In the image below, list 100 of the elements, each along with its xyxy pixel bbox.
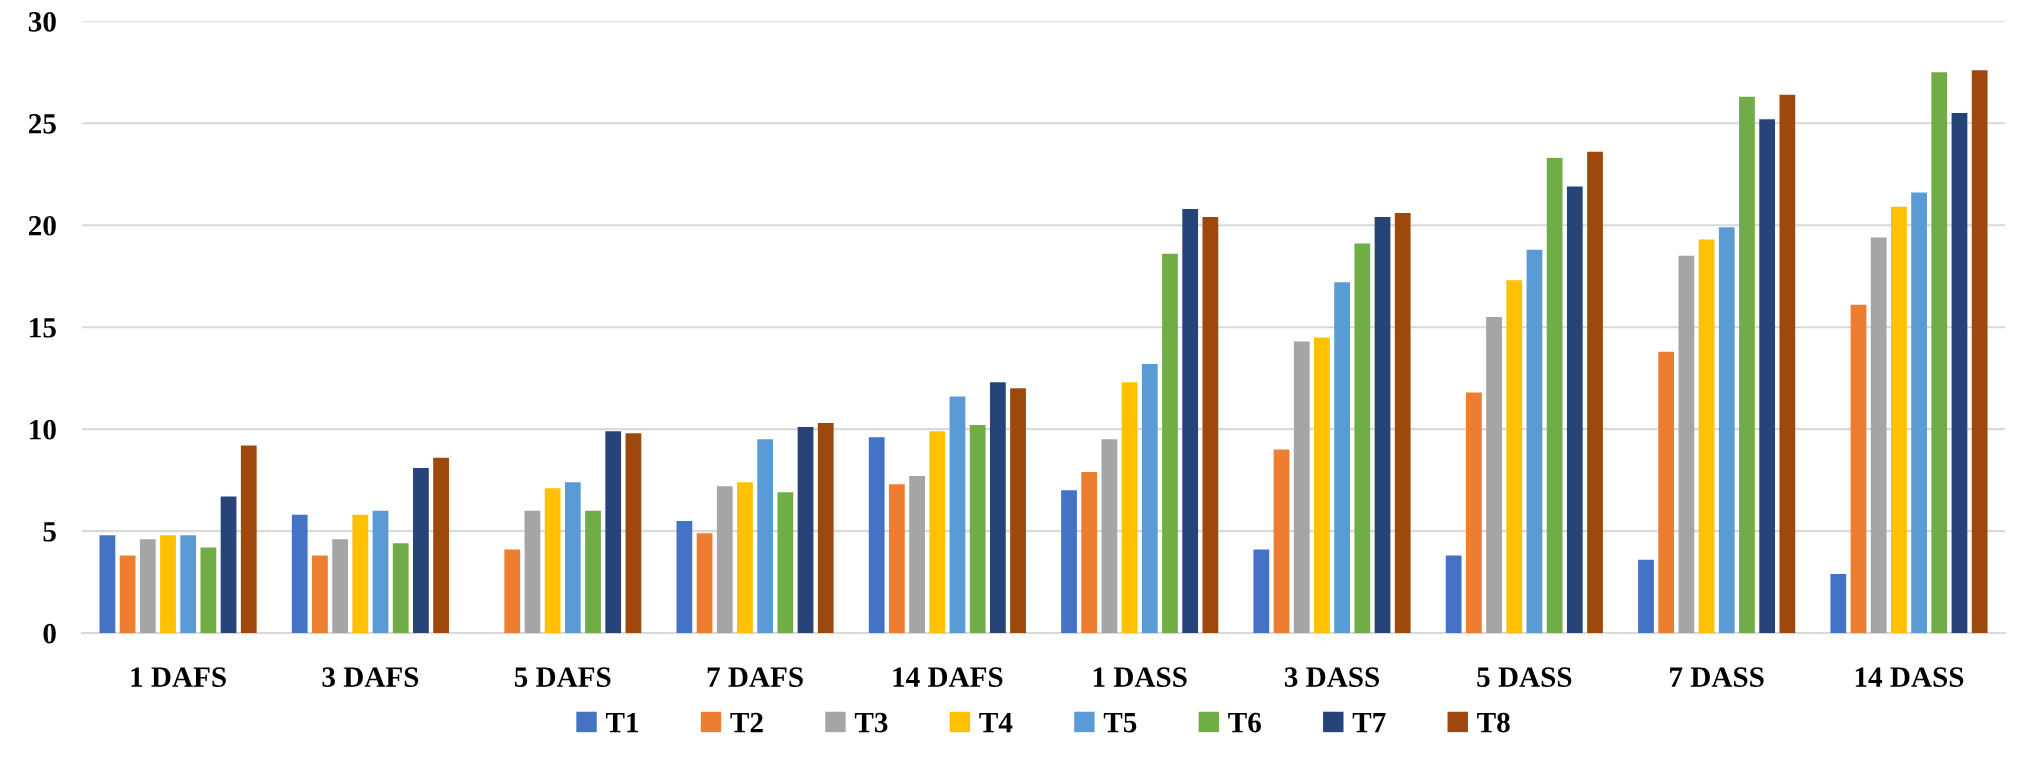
bar <box>1314 337 1330 634</box>
legend-label: T7 <box>1352 713 1386 733</box>
bar <box>372 510 389 634</box>
bar <box>1951 113 1968 634</box>
bar <box>1638 559 1654 634</box>
y-tick-label: 5 <box>43 522 56 542</box>
bar <box>868 437 885 634</box>
bar <box>969 425 986 634</box>
bar <box>1931 72 1948 634</box>
bar <box>139 539 156 634</box>
bar <box>737 482 753 634</box>
bar <box>696 533 713 634</box>
bar <box>1293 341 1310 634</box>
bar <box>909 476 925 634</box>
bar <box>757 439 774 634</box>
bar <box>929 431 946 634</box>
bar <box>1445 555 1462 634</box>
x-tick-label: 5 DAFS <box>514 667 611 687</box>
x-tick-label: 1 DASS <box>1093 667 1187 687</box>
bar <box>180 535 197 634</box>
bar <box>1202 217 1219 634</box>
y-tick-label: 0 <box>43 623 56 644</box>
bar <box>1566 186 1583 634</box>
bar <box>200 547 217 634</box>
legend-label: T2 <box>730 712 763 733</box>
bar <box>676 520 693 634</box>
bar <box>777 492 794 634</box>
y-tick-label: 15 <box>30 318 56 338</box>
bar <box>1465 392 1482 634</box>
bar <box>1394 212 1411 634</box>
x-tick-label: 14 DAFS <box>893 667 1003 687</box>
legend-label: T4 <box>979 712 1013 733</box>
bar <box>1891 206 1907 634</box>
bar <box>1354 243 1371 634</box>
legend-label: T3 <box>854 712 888 733</box>
bar <box>817 423 834 634</box>
bar <box>716 486 733 634</box>
bar <box>625 433 642 634</box>
x-tick-label: 7 DASS <box>1670 667 1764 687</box>
bar <box>797 427 814 634</box>
legend-label: T6 <box>1228 712 1261 733</box>
bar <box>1121 382 1138 634</box>
bar <box>1870 237 1887 634</box>
bar <box>291 514 308 634</box>
y-tick-label: 20 <box>28 215 56 236</box>
bar <box>1506 280 1523 634</box>
bar <box>119 555 136 634</box>
bar <box>504 549 521 634</box>
bar <box>332 539 349 634</box>
bar <box>605 431 622 634</box>
bar <box>1253 549 1270 634</box>
legend-label: T8 <box>1477 712 1510 733</box>
bar <box>352 514 369 634</box>
bar <box>220 496 237 634</box>
bar <box>1698 239 1715 634</box>
x-tick-label: 7 DAFS <box>707 667 803 687</box>
legend-label: T1 <box>605 712 639 733</box>
bar <box>1718 227 1735 634</box>
bar <box>1162 253 1178 634</box>
x-tick-label: 1 DAFS <box>131 667 226 687</box>
bar <box>1273 449 1290 634</box>
y-tick-label: 25 <box>28 114 56 134</box>
bar <box>1587 151 1603 634</box>
x-tick-label: 3 DAFS <box>322 667 419 687</box>
bar <box>989 382 1006 634</box>
bar <box>1759 119 1776 634</box>
bar <box>413 467 429 634</box>
bar <box>1486 316 1502 634</box>
bar <box>1141 363 1158 634</box>
bar <box>160 535 176 634</box>
bar <box>1971 70 1988 634</box>
bar <box>99 535 116 634</box>
bar <box>433 457 449 634</box>
bar <box>240 445 257 634</box>
bar <box>1546 157 1563 634</box>
bar <box>1374 217 1391 634</box>
legend-label: T5 <box>1103 713 1137 733</box>
bar <box>1061 490 1077 634</box>
bar <box>1081 471 1098 634</box>
bar <box>544 488 561 634</box>
y-tick-label: 30 <box>28 12 56 32</box>
bar <box>524 510 541 634</box>
bar <box>889 484 905 634</box>
bar <box>1101 439 1118 634</box>
bar <box>1739 96 1755 634</box>
bar <box>585 510 601 634</box>
bar <box>1779 94 1796 634</box>
bar <box>392 543 409 634</box>
bar <box>1526 249 1543 634</box>
y-tick-label: 10 <box>30 419 56 440</box>
bar <box>1658 351 1675 634</box>
bar <box>1010 388 1026 634</box>
bar <box>1850 304 1867 634</box>
x-tick-label: 14 DASS <box>1855 667 1964 687</box>
bar <box>1830 573 1847 634</box>
x-tick-label: 3 DASS <box>1284 667 1380 687</box>
bar <box>1182 208 1199 634</box>
bar <box>1678 255 1695 634</box>
bar <box>1334 282 1350 634</box>
bar <box>949 396 966 634</box>
